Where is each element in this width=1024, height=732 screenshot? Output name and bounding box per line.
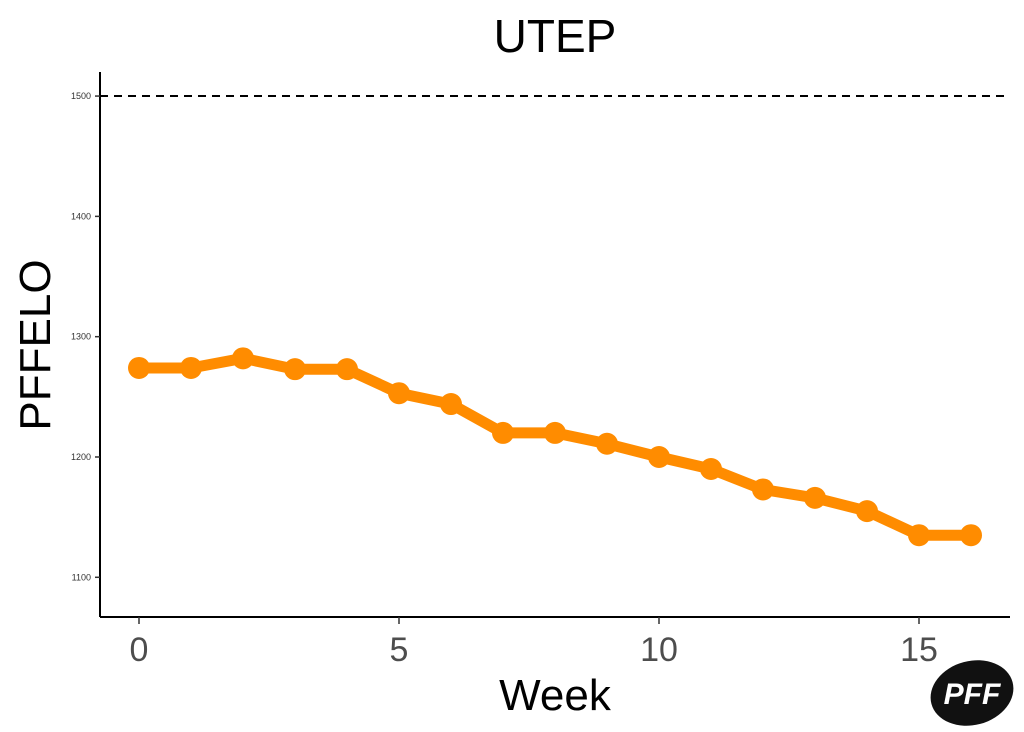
data-point bbox=[128, 356, 150, 379]
y-axis-label: PFFELO bbox=[11, 259, 60, 430]
x-tick-label: 0 bbox=[130, 631, 149, 669]
data-point bbox=[388, 382, 410, 405]
data-point bbox=[336, 358, 358, 381]
x-tick-label: 10 bbox=[640, 631, 678, 669]
data-point bbox=[232, 347, 254, 370]
data-point bbox=[440, 393, 462, 416]
chart-title: UTEP bbox=[494, 10, 617, 62]
series-line bbox=[133, 352, 977, 541]
data-point bbox=[544, 421, 566, 444]
y-tick-label: 1300 bbox=[71, 332, 91, 342]
data-point bbox=[804, 486, 826, 509]
data-point bbox=[648, 445, 670, 468]
x-tick-label: 15 bbox=[900, 631, 938, 669]
data-point bbox=[284, 358, 306, 381]
data-point bbox=[752, 478, 774, 501]
pff-logo-icon: PFF bbox=[930, 660, 1014, 726]
y-tick-label: 1200 bbox=[71, 452, 91, 462]
data-point bbox=[700, 458, 722, 481]
data-point bbox=[596, 432, 618, 455]
x-tick-label: 5 bbox=[390, 631, 409, 669]
data-point bbox=[960, 524, 982, 547]
plot-area: 1100 1200 1300 1400 1500 0 5 10 15 bbox=[71, 72, 1010, 669]
data-point bbox=[492, 421, 514, 444]
y-tick-label: 1100 bbox=[72, 572, 91, 582]
data-point bbox=[908, 524, 930, 547]
data-point bbox=[856, 500, 878, 523]
logo-text: PFF bbox=[944, 678, 1001, 711]
data-point bbox=[180, 356, 202, 379]
y-tick-label: 1500 bbox=[71, 91, 91, 101]
y-tick-label: 1400 bbox=[71, 211, 91, 221]
x-axis-label: Week bbox=[499, 671, 612, 720]
